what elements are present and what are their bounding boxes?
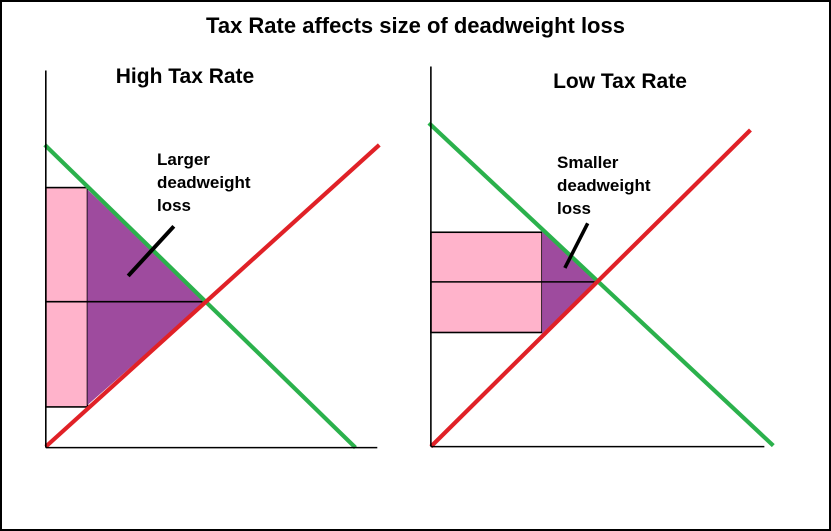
larger-deadweight-label: Larger deadweight loss	[157, 148, 251, 217]
demand-curve	[427, 121, 775, 448]
demand-curve	[43, 143, 357, 450]
low-tax-panel	[427, 66, 775, 449]
label-line-2: deadweight	[157, 173, 251, 192]
supply-curve	[429, 128, 752, 449]
annotation-pointer-line	[126, 224, 176, 278]
label-line-3: loss	[557, 199, 592, 218]
smaller-deadweight-label: Smaller deadweight loss	[557, 151, 651, 220]
label-line-1: Smaller	[557, 153, 619, 172]
deadweight-triangle	[87, 189, 206, 405]
high-tax-panel-title: High Tax Rate	[115, 65, 255, 88]
annotation-pointer-line	[563, 222, 590, 269]
supply-curve	[44, 143, 381, 449]
figure-title: Tax Rate affects size of deadweight loss	[206, 13, 625, 38]
high-tax-panel	[43, 70, 381, 450]
tax-revenue-rect	[45, 186, 89, 408]
low-tax-panel-title: Low Tax Rate	[553, 70, 687, 93]
label-line-2: deadweight	[557, 176, 651, 195]
label-line-3: loss	[157, 196, 192, 215]
label-line-1: Larger	[157, 150, 210, 169]
